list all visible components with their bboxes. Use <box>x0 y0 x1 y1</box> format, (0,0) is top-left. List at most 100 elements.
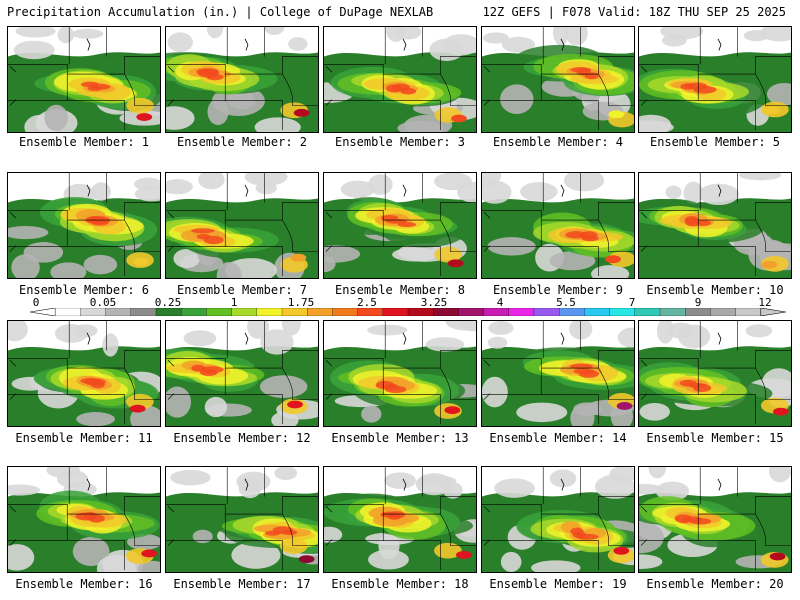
ensemble-member-caption: Ensemble Member: 8 <box>334 283 466 297</box>
state-boundary <box>282 367 318 400</box>
state-boundary <box>755 219 791 252</box>
state-boundary <box>324 503 441 515</box>
colorbar-tick-label: 3.25 <box>420 296 448 309</box>
ensemble-member-caption: Ensemble Member: 5 <box>649 135 781 149</box>
colorbar-swatch <box>508 308 535 316</box>
colorbar-swatch <box>130 308 157 316</box>
state-boundary <box>383 394 441 425</box>
state-boundary <box>124 367 160 400</box>
state-boundary <box>124 350 160 369</box>
state-boundary <box>639 63 756 75</box>
ensemble-member-caption: Ensemble Member: 3 <box>334 135 466 149</box>
lake-outline <box>717 332 722 345</box>
state-boundary <box>639 503 756 515</box>
colorbar-swatch <box>458 308 485 316</box>
ensemble-member-map <box>323 172 477 279</box>
precip-field <box>482 27 634 132</box>
state-boundary <box>166 63 283 75</box>
state-boundary <box>124 219 160 252</box>
state-boundary <box>8 63 125 75</box>
state-boundary <box>67 100 125 131</box>
state-boundary <box>482 209 599 221</box>
colorbar-swatch <box>231 308 258 316</box>
precip-field <box>8 467 160 572</box>
state-boundary <box>324 357 441 369</box>
state-boundary <box>324 368 384 395</box>
precip-field <box>482 173 634 278</box>
state-boundary <box>383 100 441 131</box>
state-boundary <box>440 350 476 369</box>
state-boundary <box>541 540 599 571</box>
state-boundary <box>482 74 542 101</box>
ensemble-member-map <box>165 26 319 133</box>
ensemble-member-caption: Ensemble Member: 13 <box>331 431 469 445</box>
precipitation-colorbar <box>30 308 786 316</box>
precip-field <box>324 467 476 572</box>
colorbar-swatch <box>634 308 661 316</box>
colorbar-swatch <box>357 308 384 316</box>
state-boundary <box>698 540 756 571</box>
state-boundary <box>755 496 791 515</box>
precip-field <box>166 321 318 426</box>
lake-outline <box>402 332 407 345</box>
ensemble-member-map <box>481 320 635 427</box>
precip-field <box>8 173 160 278</box>
colorbar-swatch <box>181 308 207 316</box>
state-boundary <box>440 73 476 106</box>
state-boundary <box>598 219 634 252</box>
ensemble-member-map <box>323 26 477 133</box>
state-boundary <box>166 209 283 221</box>
colorbar-right-arrow <box>760 308 786 316</box>
lake-outline <box>244 184 249 197</box>
colorbar-tick-label: 1 <box>230 296 238 309</box>
lake-outline <box>560 478 565 491</box>
lake-outline <box>86 38 91 51</box>
ensemble-member-caption: Ensemble Member: 10 <box>646 283 784 297</box>
precip-field <box>8 27 160 132</box>
state-boundary <box>282 73 318 106</box>
ensemble-member-caption: Ensemble Member: 11 <box>15 431 153 445</box>
ensemble-member-caption: Ensemble Member: 19 <box>489 577 627 591</box>
state-boundary <box>282 513 318 546</box>
state-boundary <box>755 202 791 221</box>
state-boundary <box>225 540 283 571</box>
ensemble-member-caption: Ensemble Member: 16 <box>15 577 153 591</box>
colorbar-swatch <box>659 308 686 316</box>
colorbar-swatch <box>407 308 434 316</box>
colorbar-swatch <box>332 308 359 316</box>
ensemble-member-map <box>638 26 792 133</box>
state-boundary <box>482 368 542 395</box>
ensemble-member-map <box>7 172 161 279</box>
ensemble-member-caption: Ensemble Member: 17 <box>173 577 311 591</box>
ensemble-member-caption: Ensemble Member: 9 <box>492 283 624 297</box>
colorbar-tick-label: 9 <box>694 296 702 309</box>
state-boundary <box>639 220 699 247</box>
ensemble-member-map <box>323 320 477 427</box>
precip-field <box>166 467 318 572</box>
state-boundary <box>440 367 476 400</box>
lake-outline <box>244 38 249 51</box>
state-boundary <box>598 202 634 221</box>
state-boundary <box>698 394 756 425</box>
state-boundary <box>698 100 756 131</box>
state-boundary <box>755 367 791 400</box>
header-title-right: 12Z GEFS | F078 Valid: 18Z THU SEP 25 20… <box>482 5 786 19</box>
state-boundary <box>541 100 599 131</box>
colorbar-swatch <box>533 308 560 316</box>
header-title-left: Precipitation Accumulation (in.) | Colle… <box>7 5 434 19</box>
colorbar-swatch <box>155 308 182 316</box>
ensemble-member-map <box>638 320 792 427</box>
state-boundary <box>598 56 634 75</box>
state-boundary <box>166 503 283 515</box>
state-boundary <box>639 357 756 369</box>
colorbar-swatch <box>685 308 711 316</box>
state-boundary <box>440 496 476 515</box>
state-boundary <box>440 219 476 252</box>
colorbar-swatch <box>105 308 132 316</box>
state-boundary <box>639 209 756 221</box>
lake-outline <box>86 184 91 197</box>
state-boundary <box>225 246 283 277</box>
state-boundary <box>67 246 125 277</box>
precip-field <box>166 173 318 278</box>
ensemble-member-caption: Ensemble Member: 7 <box>176 283 308 297</box>
